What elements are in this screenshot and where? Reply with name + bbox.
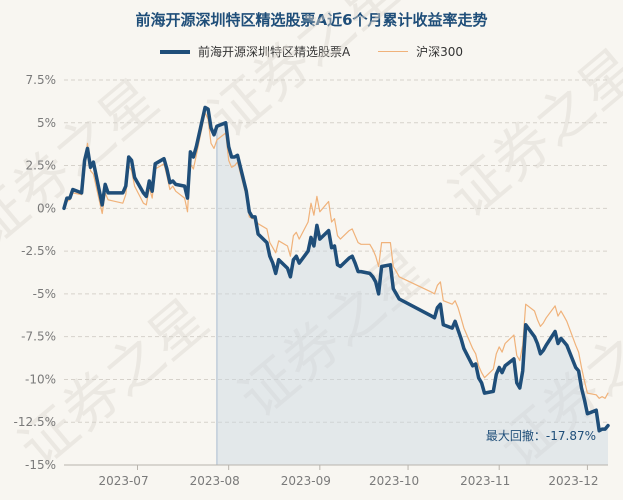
chart-title: 前海开源深圳特区精选股票A近6个月累计收益率走势 (135, 11, 488, 29)
drawdown-area (216, 122, 608, 466)
series-line-fund (62, 105, 610, 433)
y-tick-label: -5% (33, 287, 56, 301)
y-tick-label: 5% (37, 116, 56, 130)
y-tick-label: 0% (37, 201, 56, 215)
x-tick-label: 2023-12 (548, 474, 598, 488)
legend-label-fund: 前海开源深圳特区精选股票A (197, 45, 351, 59)
legend-label-index: 沪深300 (416, 45, 464, 59)
drawdown-area-layer (216, 122, 608, 466)
y-tick-label: -12.5% (14, 415, 56, 429)
legend-swatch-index (378, 51, 409, 52)
y-tick-label: 2.5% (26, 159, 57, 173)
y-tick-label: -2.5% (21, 244, 56, 258)
x-tick-label: 2023-07 (98, 474, 148, 488)
y-tick-label: -10% (25, 372, 56, 386)
axis-layer: 7.5% 5% 2.5% 0% -2.5% -5% -7.5% -10% -12.5% -15% 2… (14, 73, 608, 488)
y-tick-label: -7.5% (21, 330, 56, 344)
watermark-text: 证券之星 (437, 37, 623, 231)
y-tick-label: -15% (25, 458, 56, 472)
legend: 前海开源深圳特区精选股票A 沪深300 (0, 43, 623, 60)
series-layer (62, 105, 610, 433)
x-tick-label: 2023-09 (281, 474, 331, 488)
legend-item-index[interactable]: 沪深300 (378, 43, 463, 60)
legend-item-fund[interactable]: 前海开源深圳特区精选股票A (159, 43, 351, 60)
watermark-text: 证券之星 (197, 0, 410, 151)
x-tick-label: 2023-11 (460, 474, 510, 488)
x-tick-label: 2023-08 (190, 474, 240, 488)
x-tick-label: 2023-10 (369, 474, 419, 488)
max-drawdown-annotation: 最大回撤：-17.87% (486, 428, 596, 443)
y-tick-label: 7.5% (26, 73, 57, 87)
legend-swatch-fund (159, 49, 190, 54)
